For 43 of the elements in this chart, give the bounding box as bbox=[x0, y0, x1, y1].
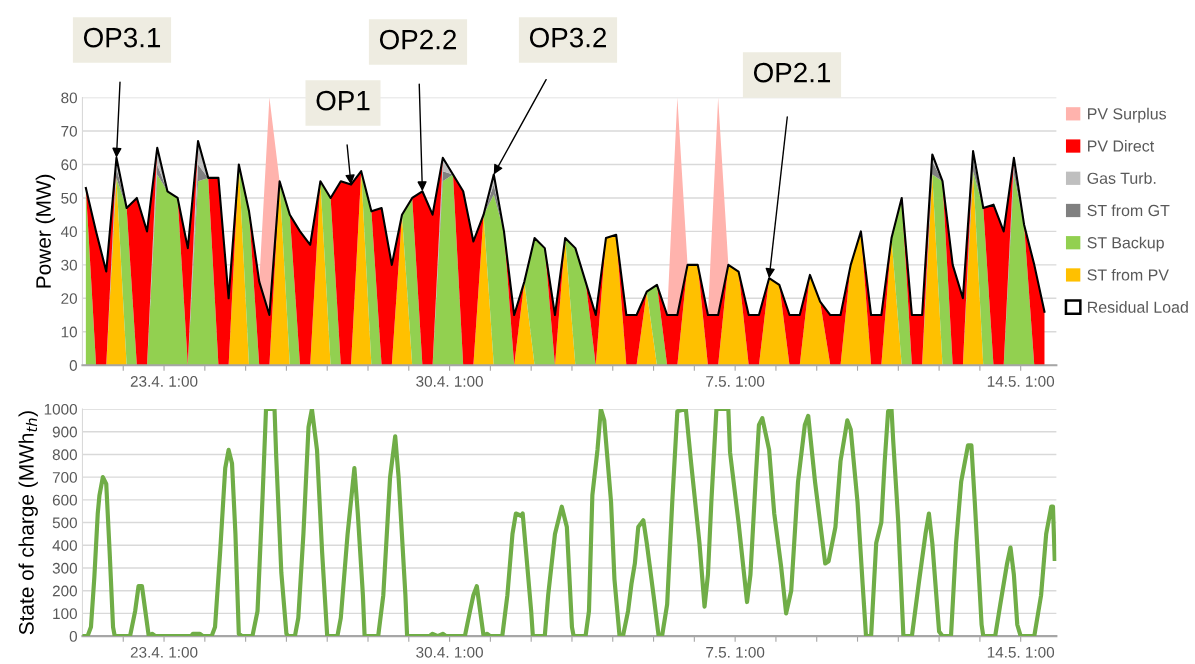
legend-label: Residual Load bbox=[1088, 301, 1188, 313]
x-tick-label: 7.5. 1:00 bbox=[706, 376, 765, 387]
legend-label: ST from PV bbox=[1087, 268, 1169, 281]
y-tick-label: 1000 bbox=[44, 403, 77, 415]
y-tick-label: 10 bbox=[61, 326, 77, 338]
y-tick-label: 0 bbox=[69, 630, 77, 642]
legend-label: PV Direct bbox=[1088, 139, 1155, 152]
y-axis-title: Power (MW) bbox=[35, 174, 56, 288]
x-tick-label: 14.5. 1:00 bbox=[987, 646, 1055, 658]
annotation: OP2.1 bbox=[753, 62, 831, 83]
y-tick-label: 0 bbox=[69, 360, 77, 371]
y-tick-label: 200 bbox=[52, 585, 77, 597]
annotation: OP3.1 bbox=[83, 27, 161, 48]
y-axis-title: State of charge (MWh$_{th}$) bbox=[18, 411, 38, 635]
y-tick-label: 600 bbox=[52, 494, 77, 506]
x-tick-label: 7.5. 1:00 bbox=[706, 646, 765, 658]
x-tick-label: 30.4. 1:00 bbox=[416, 646, 483, 658]
y-tick-label: 60 bbox=[61, 159, 77, 171]
legend-label: ST Backup bbox=[1087, 236, 1164, 252]
y-tick-label: 80 bbox=[61, 92, 77, 104]
x-tick-label: 23.4. 1:00 bbox=[130, 376, 198, 387]
y-tick-label: 100 bbox=[53, 608, 77, 620]
legend-label: PV Surplus bbox=[1088, 107, 1167, 123]
annotation: OP2.2 bbox=[379, 29, 456, 50]
legend-label: Gas Turb. bbox=[1087, 172, 1156, 184]
y-tick-label: 500 bbox=[52, 517, 77, 529]
x-tick-label: 23.4. 1:00 bbox=[130, 646, 198, 658]
x-tick-label: 14.5. 1:00 bbox=[987, 376, 1055, 387]
y-tick-label: 30 bbox=[61, 259, 77, 271]
y-tick-label: 40 bbox=[60, 226, 77, 238]
y-tick-label: 20 bbox=[61, 293, 77, 304]
legend-label: ST from GT bbox=[1087, 204, 1170, 217]
y-tick-label: 400 bbox=[52, 540, 77, 551]
y-tick-label: 800 bbox=[52, 449, 77, 461]
y-tick-label: 700 bbox=[52, 472, 77, 483]
y-tick-label: 300 bbox=[52, 562, 77, 574]
annotation: OP3.2 bbox=[529, 27, 606, 48]
y-tick-label: 70 bbox=[61, 125, 77, 137]
annotation: OP1 bbox=[316, 90, 370, 111]
x-tick-label: 30.4. 1:00 bbox=[416, 376, 483, 387]
y-tick-label: 900 bbox=[52, 426, 77, 438]
y-tick-label: 50 bbox=[61, 192, 77, 204]
line-series bbox=[84, 140, 1046, 317]
